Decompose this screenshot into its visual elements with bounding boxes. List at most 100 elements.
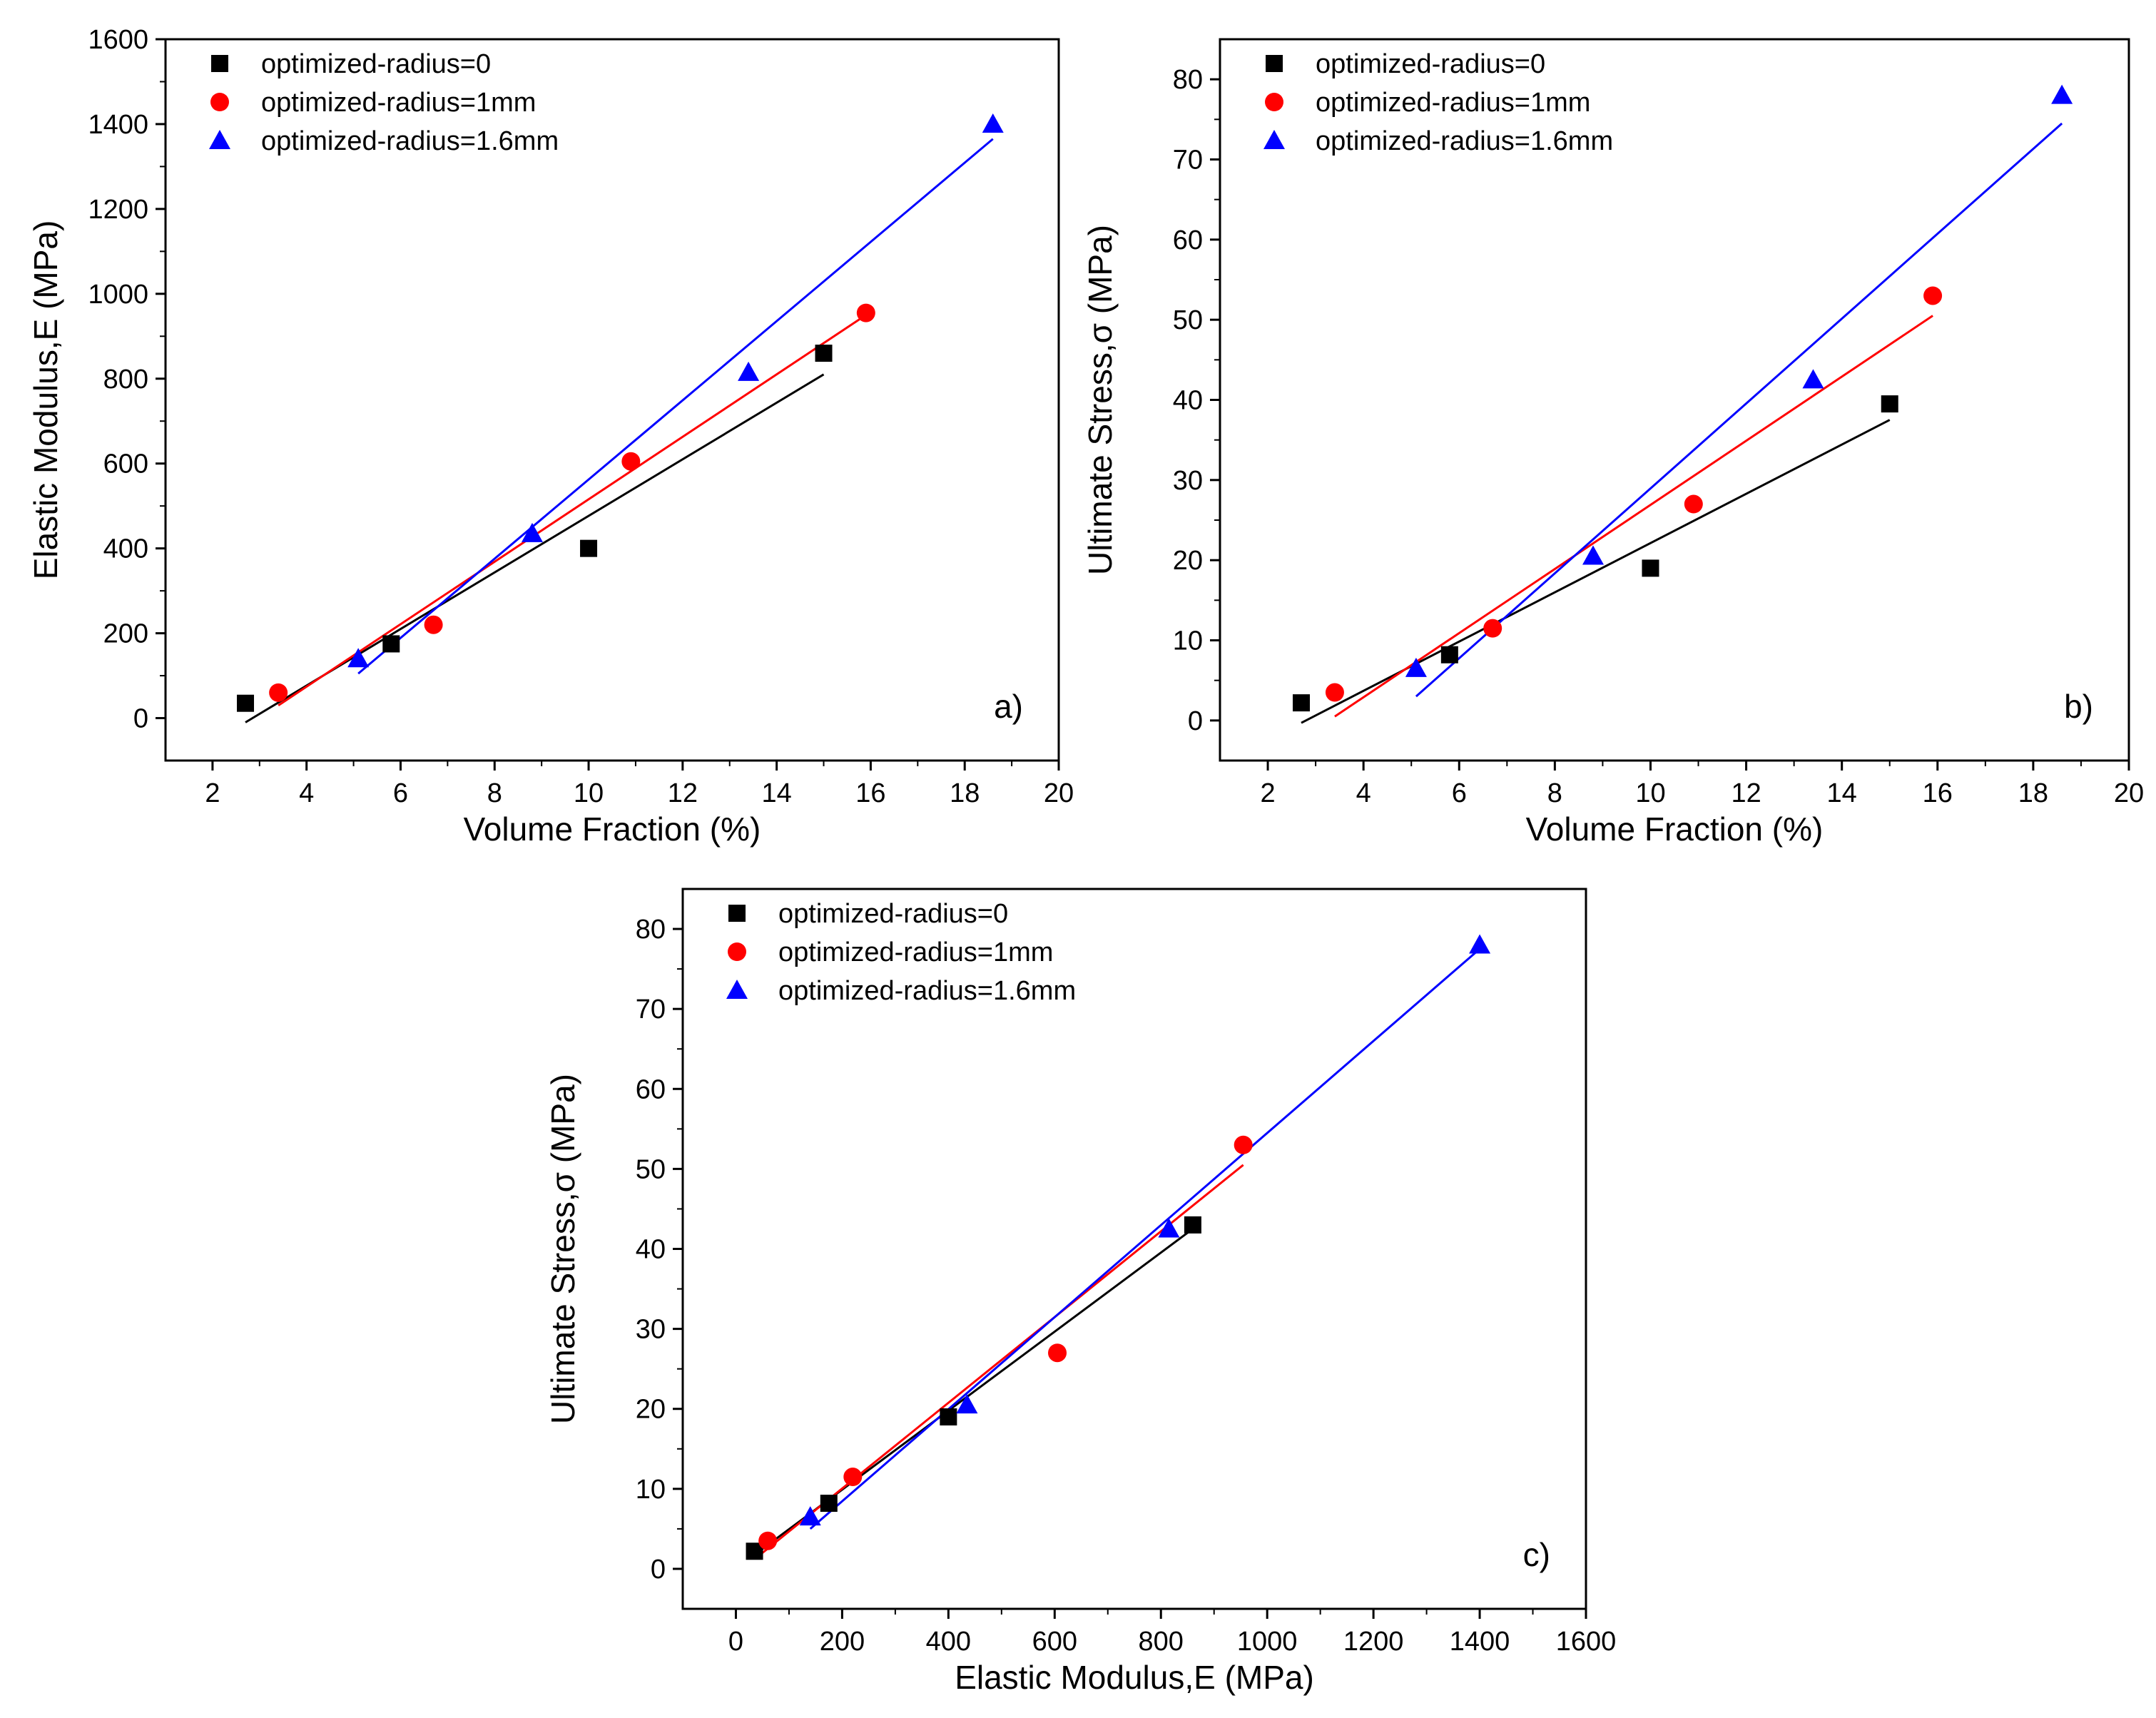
x-tick-label: 2 bbox=[205, 778, 220, 808]
legend-item-radius-1-6mm: optimized-radius=1.6mm bbox=[1263, 126, 1613, 156]
circle-marker bbox=[758, 1531, 778, 1550]
x-tick-label: 20 bbox=[1044, 778, 1074, 808]
y-tick-label: 0 bbox=[651, 1555, 666, 1585]
square-marker bbox=[1266, 55, 1283, 72]
triangle-marker bbox=[2051, 84, 2073, 104]
x-tick-label: 10 bbox=[1635, 778, 1665, 808]
square-marker bbox=[382, 635, 400, 653]
legend-label: optimized-radius=1.6mm bbox=[261, 126, 559, 156]
panel-label: b) bbox=[2064, 688, 2093, 725]
circle-marker bbox=[1483, 619, 1502, 638]
x-tick-label: 8 bbox=[1547, 778, 1562, 808]
square-marker bbox=[728, 905, 746, 922]
legend-marker-square bbox=[211, 55, 228, 72]
fit-line bbox=[278, 314, 867, 706]
y-tick-label: 50 bbox=[636, 1154, 666, 1184]
x-tick-label: 800 bbox=[1139, 1627, 1184, 1657]
chart-panel-b: 2 4 6 8 10 12 14 16 18 20 0 10 20 30 40 50 60 70 80 Volume… bbox=[1082, 38, 2144, 848]
legend-label: optimized-radius=1mm bbox=[778, 937, 1053, 967]
legend-marker-circle bbox=[728, 942, 746, 961]
legend: optimized-radius=0 optimized-radius=1mm … bbox=[209, 49, 559, 156]
x-tick-label: 16 bbox=[1923, 778, 1953, 808]
legend-marker-circle bbox=[210, 93, 229, 111]
y-tick-label: 1000 bbox=[88, 280, 148, 310]
x-tick-label: 12 bbox=[1731, 778, 1761, 808]
x-tick-label: 1000 bbox=[1237, 1627, 1298, 1657]
y-tick-label: 0 bbox=[1188, 706, 1203, 736]
x-tick-label: 1200 bbox=[1343, 1627, 1404, 1657]
chart-panel-c: 0 200 400 600 800 1000 1200 1400 1600 0 10 20 30 40 50… bbox=[544, 888, 1617, 1696]
x-tick-label: 400 bbox=[926, 1627, 971, 1657]
circle-marker bbox=[1048, 1343, 1067, 1363]
y-axis-label: Ultimate Stress,σ (MPa) bbox=[544, 1074, 581, 1424]
legend: optimized-radius=0 optimized-radius=1mm … bbox=[726, 899, 1076, 1006]
legend-marker-circle bbox=[1265, 93, 1283, 111]
plot-area bbox=[164, 38, 1060, 762]
x-tick-label: 14 bbox=[761, 778, 791, 808]
y-tick-label: 10 bbox=[636, 1475, 666, 1505]
panel-label: c) bbox=[1523, 1536, 1550, 1573]
y-tick-label: 400 bbox=[103, 534, 148, 564]
triangle-marker bbox=[1158, 1218, 1180, 1238]
legend-item-radius-0: optimized-radius=0 bbox=[728, 899, 1008, 929]
y-tick-label: 1600 bbox=[88, 25, 148, 55]
panel-label: a) bbox=[994, 688, 1023, 725]
legend-item-radius-1mm: optimized-radius=1mm bbox=[210, 88, 536, 118]
legend-item-radius-0: optimized-radius=0 bbox=[211, 49, 491, 79]
circle-marker bbox=[1234, 1135, 1253, 1154]
square-marker bbox=[1642, 559, 1659, 577]
fit-line bbox=[1334, 315, 1933, 718]
x-tick-label: 12 bbox=[668, 778, 698, 808]
triangle-marker bbox=[521, 522, 543, 542]
circle-marker bbox=[269, 683, 288, 702]
circle-marker bbox=[1325, 683, 1344, 702]
y-tick-label: 0 bbox=[133, 704, 148, 734]
x-tick-label: 200 bbox=[820, 1627, 865, 1657]
square-marker bbox=[1881, 395, 1898, 413]
circle-marker bbox=[856, 303, 875, 322]
y-tick-label: 600 bbox=[103, 449, 148, 479]
legend-label: optimized-radius=1mm bbox=[261, 88, 536, 118]
y-tick-label: 800 bbox=[103, 365, 148, 395]
circle-marker bbox=[1923, 286, 1943, 305]
circle-marker bbox=[210, 93, 229, 111]
y-tick-label: 20 bbox=[636, 1395, 666, 1425]
x-tick-label: 1600 bbox=[1556, 1627, 1617, 1657]
legend-marker-square bbox=[1266, 55, 1283, 72]
x-tick-label: 20 bbox=[2114, 778, 2144, 808]
x-tick-label: 6 bbox=[1452, 778, 1467, 808]
x-tick-label: 6 bbox=[393, 778, 408, 808]
y-tick-label: 40 bbox=[1173, 386, 1203, 416]
legend-item-radius-0: optimized-radius=0 bbox=[1266, 49, 1545, 79]
x-tick-label: 4 bbox=[1356, 778, 1371, 808]
y-tick-label: 80 bbox=[636, 915, 666, 945]
triangle-marker bbox=[982, 113, 1004, 133]
triangle-marker bbox=[1582, 545, 1605, 565]
legend-label: optimized-radius=0 bbox=[261, 49, 491, 79]
legend-item-radius-1-6mm: optimized-radius=1.6mm bbox=[726, 976, 1076, 1006]
fit-line bbox=[1415, 122, 2063, 698]
chart-panel-a: 2 4 6 8 10 12 14 16 18 20020040060080010001200140… bbox=[27, 25, 1074, 848]
y-axis-label: Ultimate Stress,σ (MPa) bbox=[1082, 225, 1119, 575]
legend-label: optimized-radius=0 bbox=[1316, 49, 1545, 79]
legend-label: optimized-radius=1.6mm bbox=[1316, 126, 1613, 156]
y-tick-label: 60 bbox=[636, 1074, 666, 1104]
circle-marker bbox=[1684, 494, 1703, 514]
square-marker bbox=[815, 345, 833, 362]
y-tick-label: 60 bbox=[1173, 225, 1203, 255]
legend: optimized-radius=0 optimized-radius=1mm … bbox=[1263, 49, 1613, 156]
y-tick-label: 10 bbox=[1173, 626, 1203, 656]
triangle-marker bbox=[1405, 657, 1427, 677]
x-axis-label: Elastic Modulus,E (MPa) bbox=[955, 1659, 1314, 1696]
fit-line bbox=[357, 138, 994, 675]
y-tick-label: 30 bbox=[1173, 466, 1203, 496]
fit-line bbox=[809, 947, 1481, 1530]
y-tick-label: 20 bbox=[1173, 546, 1203, 576]
circle-marker bbox=[1265, 93, 1283, 111]
square-marker bbox=[820, 1495, 838, 1513]
y-tick-label: 30 bbox=[636, 1315, 666, 1345]
legend-marker-triangle bbox=[726, 980, 748, 999]
square-marker bbox=[237, 694, 255, 712]
square-marker bbox=[1184, 1216, 1201, 1234]
